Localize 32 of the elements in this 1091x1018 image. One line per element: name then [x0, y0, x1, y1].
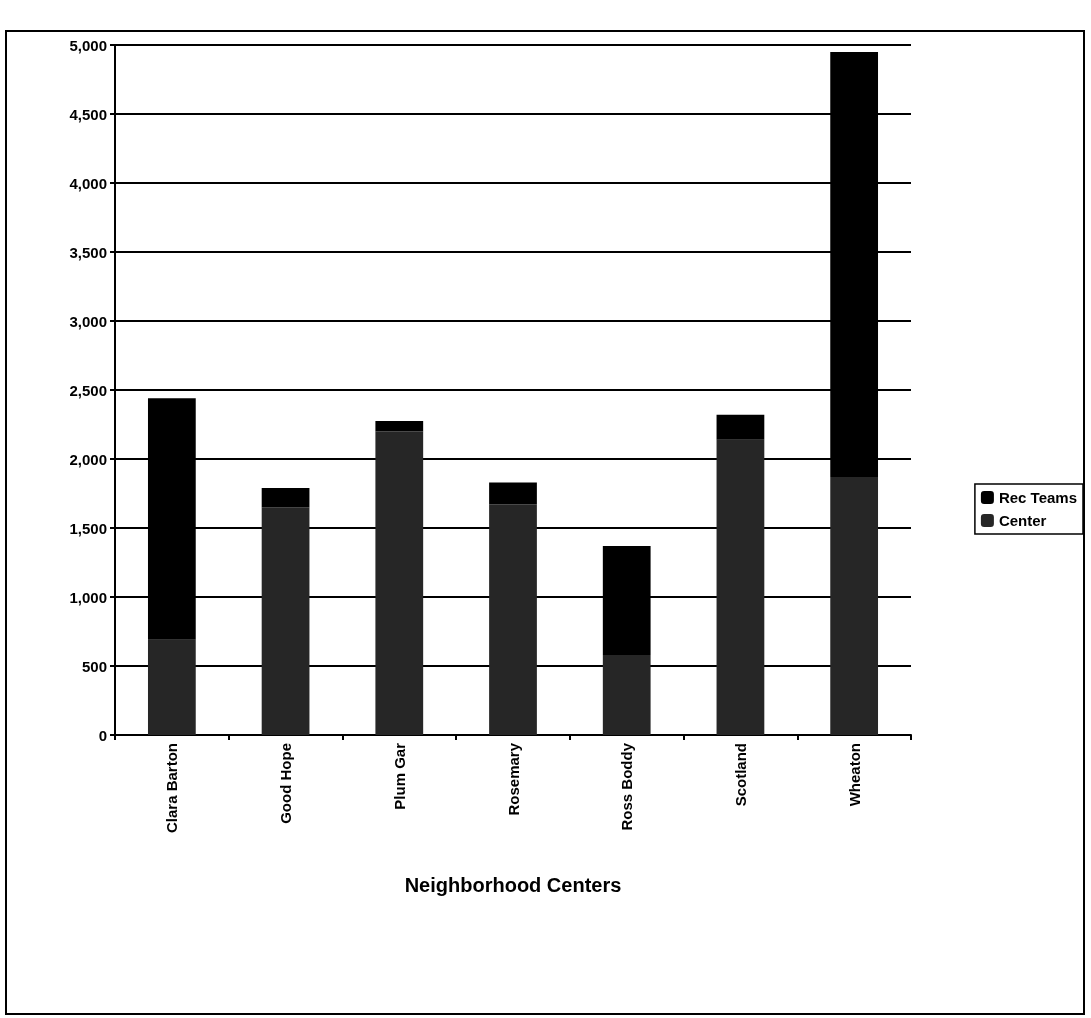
y-tick-label: 3,500 — [69, 243, 107, 261]
y-tick-label: 2,000 — [69, 450, 107, 468]
y-tick-label: 4,500 — [69, 105, 107, 123]
bar — [261, 507, 310, 735]
bar — [489, 482, 537, 505]
x-tick-label: Plum Gar — [390, 742, 408, 810]
bar — [716, 439, 765, 735]
x-tick-label: Good Hope — [277, 743, 295, 824]
y-tick-label: 2,500 — [69, 381, 107, 399]
x-tick-label: Scotland — [731, 743, 749, 807]
y-tick-label: 1,500 — [69, 519, 107, 537]
y-tick-label: 5,000 — [69, 36, 107, 54]
bar — [830, 476, 879, 735]
bar — [375, 431, 424, 735]
bar — [602, 654, 651, 735]
y-tick-label: 0 — [98, 726, 107, 744]
x-tick-label: Rosemary — [504, 742, 522, 816]
x-tick-label: Ross Boddy — [618, 742, 636, 831]
y-tick-label: 3,000 — [69, 312, 107, 330]
y-tick-label: 1,000 — [69, 588, 107, 606]
legend-label: Center — [998, 512, 1047, 529]
bar — [716, 414, 765, 440]
x-axis-title: Neighborhood Centers — [404, 874, 622, 896]
x-tick-label: Wheaton — [845, 743, 863, 807]
legend-label: Rec Teams — [998, 489, 1078, 506]
bar — [147, 639, 196, 735]
y-tick-label: 4,000 — [69, 174, 107, 192]
y-tick-label: 500 — [81, 657, 107, 675]
bar — [261, 487, 310, 508]
x-tick-label: Clara Barton — [163, 743, 181, 834]
bar — [489, 504, 537, 735]
bar — [375, 421, 424, 432]
